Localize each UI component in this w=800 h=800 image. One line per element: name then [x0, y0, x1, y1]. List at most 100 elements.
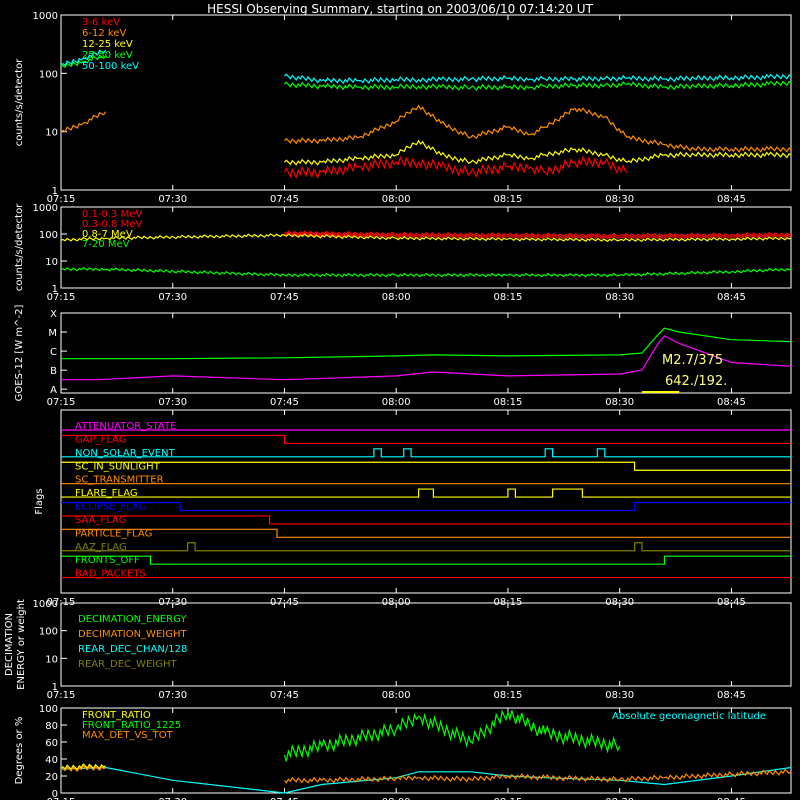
flag-label: GAP_FLAG: [75, 434, 127, 445]
x-tick-label: 08:00: [382, 690, 411, 701]
x-tick-label: 07:45: [270, 292, 299, 303]
y-tick-label: 20: [45, 772, 58, 783]
x-tick-label: 08:15: [494, 194, 523, 205]
series-line-front-ratio-1225: [283, 709, 621, 762]
series-line-goes-low: [61, 327, 792, 360]
x-tick-label: 08:45: [717, 690, 746, 701]
x-tick-label: 08:00: [382, 292, 411, 303]
flag-label: ECLIPSE_FLAG: [75, 502, 146, 513]
x-tick-label: 08:30: [605, 797, 634, 800]
x-tick-label: 07:45: [270, 690, 299, 701]
series-line-3-6-kev: [283, 155, 628, 180]
panel-ratios-ylabel: Degrees or %: [14, 717, 25, 785]
panel-low-energy-frame: [60, 14, 792, 191]
x-tick-label: 07:45: [270, 194, 299, 205]
flag-label: BAD_PACKETS: [75, 569, 146, 580]
legend-entry: 50-100 keV: [82, 61, 139, 72]
x-tick-label: 07:15: [47, 194, 76, 205]
x-tick-label: 07:45: [270, 397, 299, 408]
x-tick-label: 08:30: [605, 690, 634, 701]
series-line-max-det-vs-tot: [60, 764, 792, 784]
chart-title: HESSI Observing Summary, starting on 200…: [207, 2, 593, 16]
x-tick-label: 07:15: [47, 292, 76, 303]
x-tick-label: 08:15: [494, 292, 523, 303]
y-tick-label: 10: [45, 257, 58, 268]
legend-entry: 0.8-7 MeV: [82, 229, 133, 240]
goes-annotation: 642./192.: [665, 374, 727, 389]
legend-entry: FRONT_RATIO_1225: [82, 720, 181, 731]
x-tick-label: 08:00: [382, 194, 411, 205]
x-tick-label: 08:00: [382, 397, 411, 408]
flag-line-fronts-off: [61, 555, 791, 565]
y-tick-label: 40: [45, 755, 58, 766]
legend-entry: 12-25 keV: [82, 39, 133, 50]
x-tick-label: 08:45: [717, 292, 746, 303]
panel-flags-ylabel: Flags: [34, 488, 45, 514]
legend-entry: DECIMATION_WEIGHT: [78, 629, 187, 640]
y-tick-label: 0: [52, 789, 58, 800]
flag-label: PARTICLE_FLAG: [75, 528, 152, 539]
goes-annotation: M2.7/375: [662, 353, 723, 368]
flag-line-particle-flag: [61, 528, 791, 538]
y-tick-label: 100: [39, 69, 58, 80]
y-tick-label: 1: [52, 186, 58, 197]
y-tick-label: X: [50, 309, 57, 320]
legend-entry: MAX_DET_VS_TOT: [82, 730, 174, 741]
x-tick-label: 07:15: [47, 797, 76, 800]
y-tick-label: 1000: [33, 11, 58, 22]
y-tick-label: 60: [45, 738, 58, 749]
flag-label: SAA_FLAG: [75, 515, 126, 526]
x-tick-label: 08:30: [605, 397, 634, 408]
x-tick-label: 08:00: [382, 797, 411, 800]
legend-entry: 0.1-0.3 MeV: [82, 209, 142, 220]
flag-label: SC_TRANSMITTER: [75, 475, 164, 486]
x-tick-label: 07:30: [158, 690, 187, 701]
x-tick-label: 08:30: [605, 194, 634, 205]
x-tick-label: 08:45: [717, 397, 746, 408]
panels: 07:15 07:30 07:45 08:00 08:15 08:30 08:4511010…: [4, 11, 792, 800]
series-line-0-8-7-mev: [60, 233, 792, 243]
flag-line-flare-flag: [61, 488, 791, 498]
series-line-0-1-0-3-mev: [284, 230, 792, 238]
panel-flags-frame: [60, 409, 792, 594]
series-line-absolute-geomagnetic-latitude: [60, 766, 792, 794]
x-tick-label: 07:30: [158, 397, 187, 408]
y-tick-label: 1: [52, 682, 58, 693]
legend-entry: 6-12 keV: [82, 28, 126, 39]
legend-entry: REAR_DEC_CHAN/128: [78, 644, 187, 655]
series-line-25-50-kev: [60, 54, 792, 91]
series-line-goes-high: [61, 335, 792, 381]
legend-entry: Absolute geomagnetic latitude: [612, 711, 766, 722]
x-tick-label: 07:30: [158, 797, 187, 800]
flag-line-sc-in-sunlight: [61, 461, 791, 471]
flag-line-gap-flag: [61, 434, 791, 445]
legend-entry: 25-50 keV: [82, 50, 133, 61]
y-tick-label: 1000: [33, 203, 58, 214]
series-line-50-100-kev: [60, 49, 792, 85]
legend-entry: DECIMATION_ENERGY: [78, 614, 187, 625]
panel-goes-ylabel: GOES-12 [W m^-2]: [14, 305, 25, 402]
x-tick-label: 07:30: [158, 194, 187, 205]
y-tick-label: 1000: [33, 599, 58, 610]
legend-entry: 3-6 keV: [82, 17, 120, 28]
y-tick-label: B: [50, 366, 57, 377]
series-line-front-ratio: [60, 763, 106, 771]
flag-label: FLARE_FLAG: [75, 488, 138, 499]
x-tick-label: 07:45: [270, 797, 299, 800]
flag-label: NON_SOLAR_EVENT: [75, 448, 176, 459]
x-tick-label: 07:30: [158, 292, 187, 303]
x-tick-label: 08:45: [717, 797, 746, 800]
panel-low-energy-ylabel: counts/s/detector: [14, 58, 25, 146]
y-tick-label: 10: [45, 128, 58, 139]
y-tick-label: A: [50, 385, 57, 396]
legend-entry: 0.3-0.8 MeV: [82, 219, 142, 230]
panel-goes-frame: [60, 312, 792, 394]
series-line-7-20-mev: [60, 266, 792, 278]
y-tick-label: 1: [52, 284, 58, 295]
x-tick-label: 08:30: [605, 292, 634, 303]
series-line-6-12-kev: [60, 104, 792, 153]
y-tick-label: 80: [45, 721, 58, 732]
flag-line-non-solar-event: [61, 448, 791, 458]
y-tick-label: 100: [39, 627, 58, 638]
flag-label: AAZ_FLAG: [75, 542, 127, 553]
